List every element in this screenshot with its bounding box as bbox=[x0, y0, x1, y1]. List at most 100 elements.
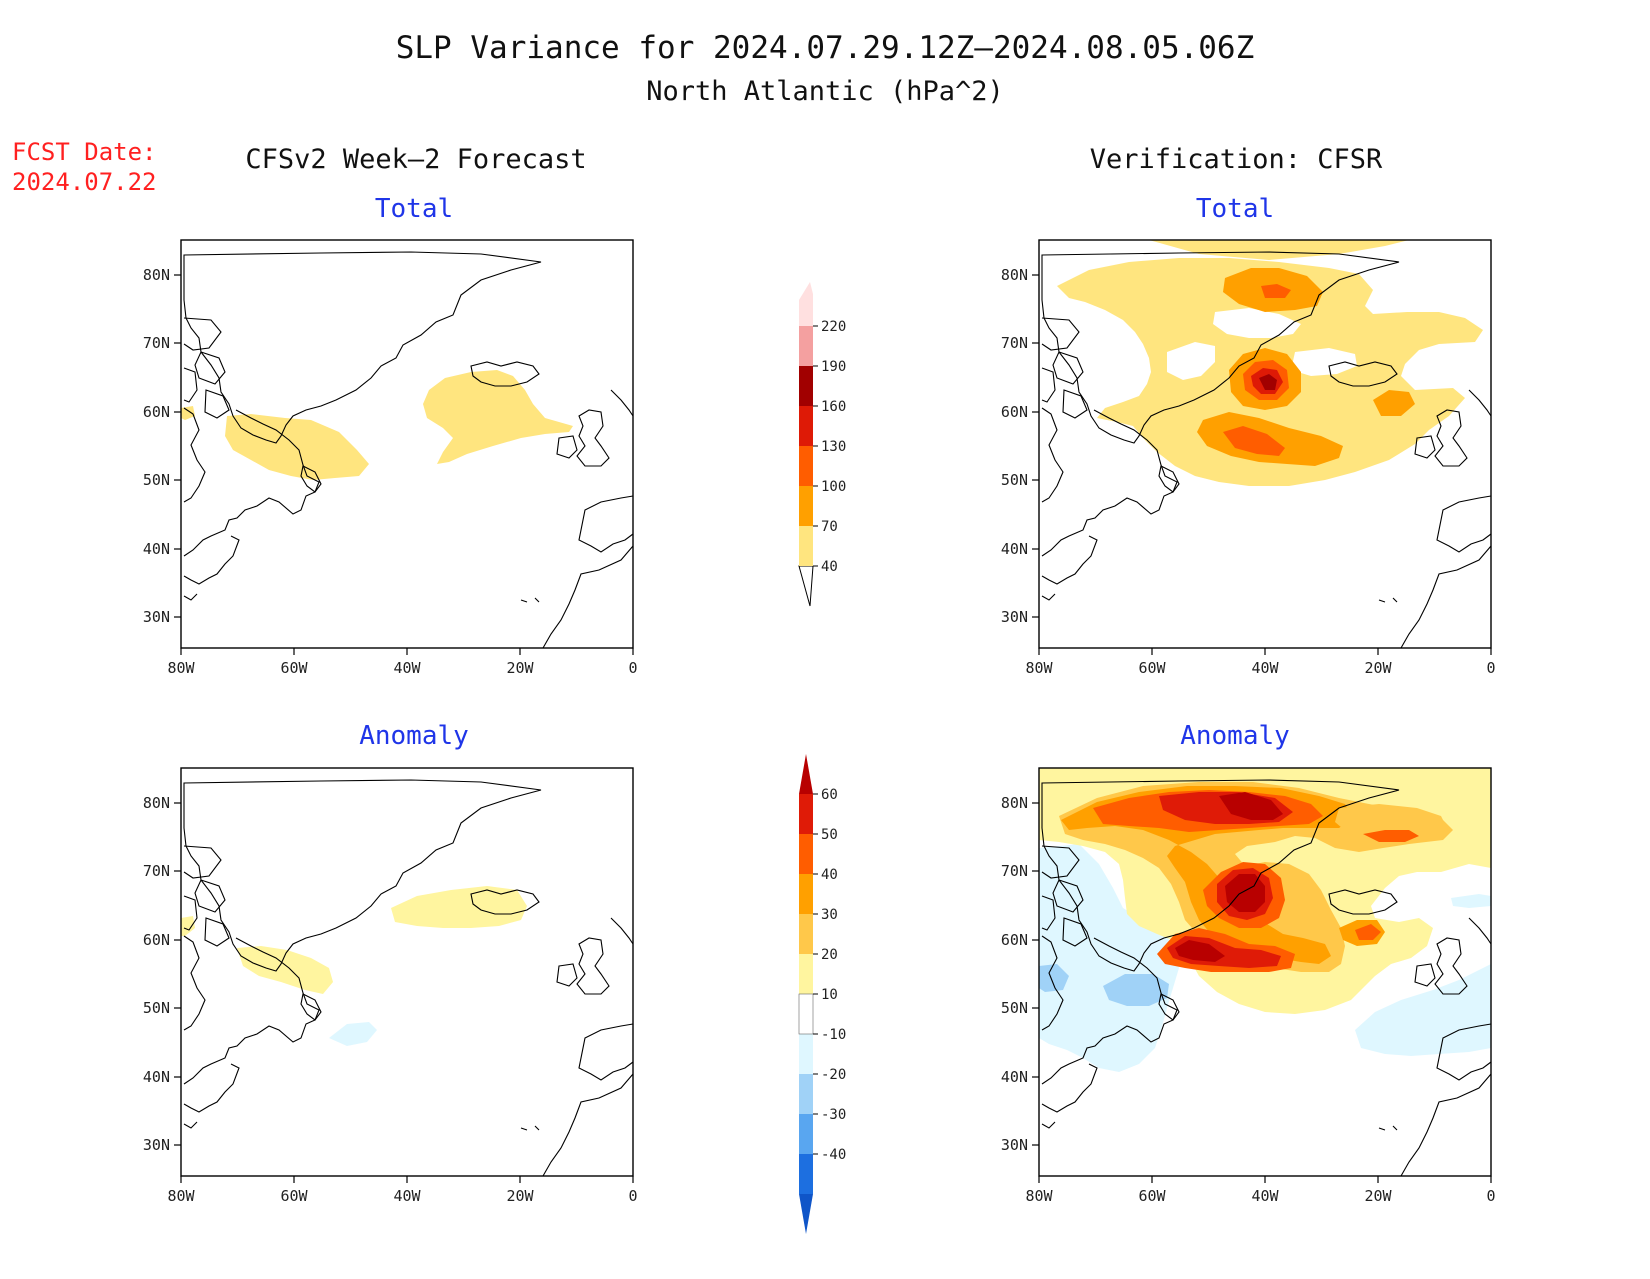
obs-anom-neg10-b bbox=[1355, 964, 1491, 1056]
forecast-total-title: Total bbox=[375, 194, 453, 224]
total-colorbar: 40 70 100 130 160 190 220 bbox=[798, 282, 846, 607]
anomaly-colorbar-swatch bbox=[799, 1074, 813, 1114]
anomaly-colorbar-swatch bbox=[799, 834, 813, 874]
obs-anom-pos60 bbox=[1175, 792, 1283, 962]
axis-group-ft: 80W 60W 40W 20W 0 80N 70N 60N 50N 40N 30N bbox=[143, 266, 638, 677]
total-colorbar-swatch bbox=[799, 326, 813, 366]
forecast-anomaly-title: Anomaly bbox=[359, 721, 469, 751]
obs-total-contour-160 bbox=[1259, 374, 1277, 390]
lat-tick-label: 40N bbox=[143, 1068, 170, 1086]
anomaly-colorbar-label: -30 bbox=[821, 1107, 846, 1123]
axes: 80W 60W 40W 20W 0 80N 70N 60N 50N 40N 30N 80W 60W 40W… bbox=[143, 266, 1496, 1205]
total-colorbar-swatch bbox=[799, 446, 813, 486]
lat-tick-label: 30N bbox=[143, 608, 170, 626]
obs-total-hole-2 bbox=[1167, 342, 1215, 380]
obs-anom-pos30-east bbox=[1335, 804, 1447, 838]
obs-anom-neg10-c bbox=[1451, 894, 1491, 908]
lat-tick-label: 80N bbox=[1001, 266, 1028, 284]
anomaly-colorbar-label: 30 bbox=[821, 907, 838, 923]
fcst-total-contour-40-b bbox=[225, 414, 369, 480]
anomaly-colorbar-swatch bbox=[799, 994, 813, 1034]
lat-tick-label: 50N bbox=[1001, 471, 1028, 489]
anomaly-colorbar-high-triangle bbox=[799, 754, 813, 794]
lon-tick-label: 80W bbox=[1025, 659, 1053, 677]
lat-tick-label: 70N bbox=[1001, 862, 1028, 880]
obs-total-contour-40 bbox=[1149, 240, 1409, 260]
total-colorbar-label: 40 bbox=[821, 559, 838, 575]
anomaly-colorbar-label: 20 bbox=[821, 947, 838, 963]
total-colorbar-swatch bbox=[799, 486, 813, 526]
lat-tick-label: 60N bbox=[1001, 403, 1028, 421]
obs-anom-neg20-a bbox=[1039, 964, 1069, 992]
fcst-total-contour-40-a bbox=[181, 406, 195, 420]
total-colorbar-label: 70 bbox=[821, 519, 838, 535]
lon-tick-label: 80W bbox=[167, 659, 195, 677]
obs-anom-pos50 bbox=[1159, 792, 1293, 968]
lon-tick-label: 80W bbox=[1025, 1187, 1053, 1205]
lat-tick-label: 70N bbox=[143, 862, 170, 880]
obs-anom-neg20-b bbox=[1103, 974, 1169, 1006]
lat-tick-label: 60N bbox=[1001, 931, 1028, 949]
lon-tick-label: 20W bbox=[1364, 1187, 1392, 1205]
obs-total-hole-3 bbox=[1291, 348, 1357, 376]
lat-tick-label: 50N bbox=[1001, 999, 1028, 1017]
total-colorbar-low-triangle bbox=[798, 565, 814, 607]
fcst-date-value: 2024.07.22 bbox=[12, 168, 157, 196]
anomaly-colorbar-swatch bbox=[799, 1114, 813, 1154]
lat-tick-label: 70N bbox=[1001, 334, 1028, 352]
forecast-anomaly-map bbox=[180, 767, 634, 1177]
figure-subtitle: North Atlantic (hPa^2) bbox=[646, 76, 1004, 107]
total-colorbar-label: 130 bbox=[821, 439, 846, 455]
lat-tick-label: 50N bbox=[143, 471, 170, 489]
fcst-total-contour-40-c bbox=[423, 370, 573, 464]
total-colorbar-label: 220 bbox=[821, 319, 846, 335]
lat-tick-label: 80N bbox=[1001, 794, 1028, 812]
lon-tick-label: 60W bbox=[280, 1187, 308, 1205]
lat-tick-label: 30N bbox=[1001, 608, 1028, 626]
lat-tick-label: 80N bbox=[143, 266, 170, 284]
axis-group-fa: 80W 60W 40W 20W 0 80N 70N 60N 50N 40N 30N bbox=[143, 794, 638, 1205]
anomaly-colorbar-swatch bbox=[799, 794, 813, 834]
anomaly-colorbar-label: -10 bbox=[821, 1027, 846, 1043]
verification-header: Verification: CFSR bbox=[1090, 144, 1383, 175]
total-colorbar-swatch bbox=[799, 406, 813, 446]
anomaly-colorbar-label: 50 bbox=[821, 827, 838, 843]
lon-tick-label: 0 bbox=[628, 659, 637, 677]
lat-tick-label: 30N bbox=[143, 1136, 170, 1154]
anomaly-colorbar-swatch bbox=[799, 874, 813, 914]
lat-tick-label: 70N bbox=[143, 334, 170, 352]
lat-tick-label: 30N bbox=[1001, 1136, 1028, 1154]
lat-tick-label: 60N bbox=[143, 931, 170, 949]
verification-anomaly-map bbox=[1038, 767, 1492, 1177]
anomaly-colorbar: 60 50 40 30 20 10 -10 -20 -30 -40 bbox=[798, 754, 846, 1234]
fcst-anom-contour-10-c bbox=[391, 886, 527, 928]
lat-tick-label: 60N bbox=[143, 403, 170, 421]
forecast-total-map bbox=[180, 239, 634, 649]
axis-group-ot: 80W 60W 40W 20W 0 80N 70N 60N 50N 40N 30N bbox=[1001, 266, 1496, 677]
lat-tick-label: 40N bbox=[1001, 1068, 1028, 1086]
anomaly-colorbar-label: 40 bbox=[821, 867, 838, 883]
lon-tick-label: 20W bbox=[1364, 659, 1392, 677]
anomaly-colorbar-label: -20 bbox=[821, 1067, 846, 1083]
total-colorbar-label: 100 bbox=[821, 479, 846, 495]
lon-tick-label: 20W bbox=[506, 1187, 534, 1205]
lon-tick-label: 60W bbox=[280, 659, 308, 677]
total-colorbar-high-triangle bbox=[799, 282, 813, 326]
lon-tick-label: 40W bbox=[1251, 1187, 1279, 1205]
fcst-anom-contour-neg10 bbox=[329, 1022, 377, 1046]
obs-total-contour-100-c bbox=[1223, 426, 1285, 456]
obs-total-contour-70-d bbox=[1373, 390, 1415, 416]
lon-tick-label: 0 bbox=[1486, 1187, 1495, 1205]
verification-anomaly-title: Anomaly bbox=[1180, 721, 1290, 751]
lon-tick-label: 0 bbox=[628, 1187, 637, 1205]
lon-tick-label: 0 bbox=[1486, 659, 1495, 677]
anomaly-colorbar-swatch bbox=[799, 1154, 813, 1194]
figure-title: SLP Variance for 2024.07.29.12Z—2024.08.… bbox=[396, 30, 1255, 66]
lon-tick-label: 40W bbox=[393, 1187, 421, 1205]
obs-total-contour-100-a bbox=[1261, 284, 1291, 298]
lat-tick-label: 40N bbox=[1001, 540, 1028, 558]
lon-tick-label: 40W bbox=[393, 659, 421, 677]
lon-tick-label: 60W bbox=[1138, 1187, 1166, 1205]
